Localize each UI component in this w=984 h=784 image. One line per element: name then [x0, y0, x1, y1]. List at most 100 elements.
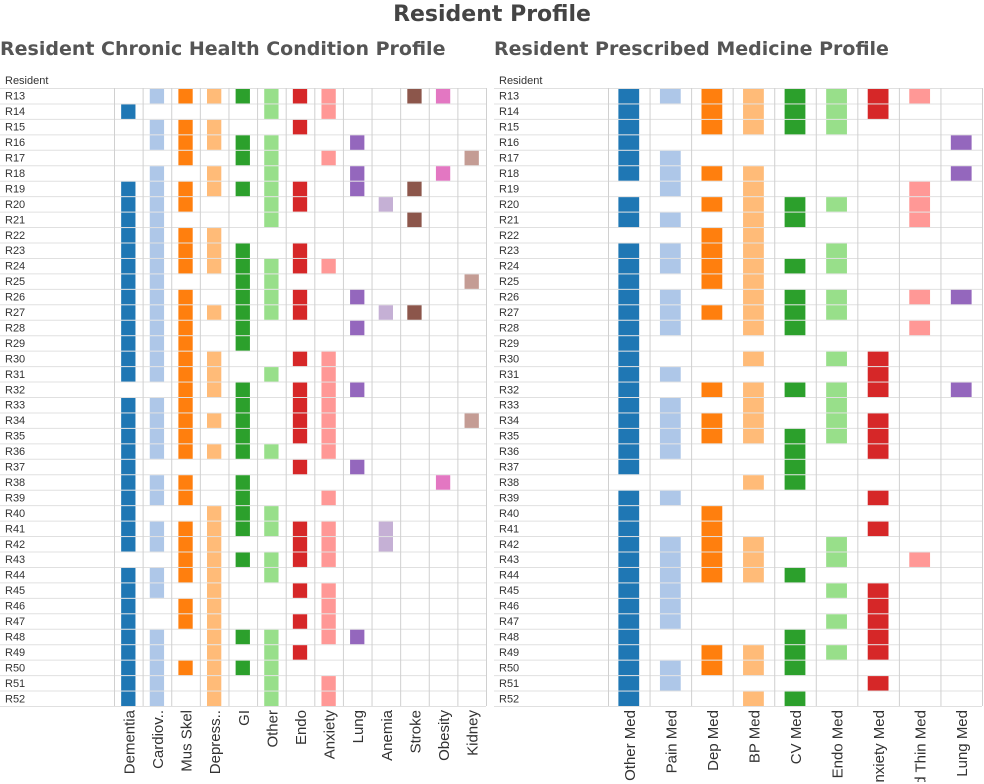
cell-endo-med-r43	[826, 552, 847, 567]
row-label-r49: R49	[5, 647, 25, 659]
cell-mus-skel-r20	[178, 197, 193, 212]
column-label-dep-med: Dep Med	[705, 710, 722, 771]
cell-anxiety-r47	[321, 614, 336, 629]
row-label-r48: R48	[5, 631, 25, 643]
cell-bp-med-r23	[743, 243, 764, 258]
cell-gi-r26	[235, 289, 250, 305]
cell-other-med-r39	[618, 490, 640, 506]
cell-other-med-r24	[618, 258, 640, 274]
cell-other-med-r34	[618, 413, 640, 428]
cell-cv-med-r13	[784, 89, 806, 104]
cell-lung-r18	[350, 166, 365, 181]
cell-other-r48	[264, 629, 279, 645]
cell-anemia-r41	[378, 521, 393, 537]
cell-dep-med-r23	[701, 243, 723, 258]
cell-endo-med-r20	[826, 197, 847, 212]
cell-mus-skel-r38	[178, 475, 193, 490]
cell-mus-skel-r47	[178, 614, 193, 629]
cell-depress-r15	[207, 119, 222, 135]
cell-lung-med-r32	[950, 382, 972, 397]
cell-pain-med-r46	[659, 598, 681, 614]
cell-mus-skel-r23	[178, 243, 193, 258]
cell-cv-med-r14	[784, 104, 806, 119]
cell-cv-med-r32	[784, 382, 806, 397]
cell-bld-thin-med-r43	[909, 552, 931, 567]
cell-depress-r48	[207, 629, 222, 645]
cell-dep-med-r41	[701, 521, 723, 537]
cell-other-med-r49	[618, 645, 640, 660]
cell-cv-med-r50	[784, 660, 806, 676]
cell-cv-med-r27	[784, 305, 806, 320]
cell-depress-r47	[207, 614, 222, 629]
cell-bld-thin-med-r20	[909, 197, 931, 212]
cell-cv-med-r37	[784, 459, 806, 475]
cell-pain-med-r17	[659, 150, 681, 166]
cell-other-med-r23	[618, 243, 640, 258]
cell-gi-r33	[235, 398, 250, 413]
cell-anxiety-med-r30	[867, 351, 889, 367]
cell-pain-med-r43	[659, 552, 681, 567]
cell-bp-med-r35	[743, 428, 764, 444]
cell-other-r44	[264, 567, 279, 583]
cell-pain-med-r47	[659, 614, 681, 629]
cell-dementia-r20	[121, 197, 136, 212]
column-label-lung-med: Lung Med	[954, 710, 971, 777]
cell-dementia-r22	[121, 228, 136, 243]
cell-stroke-r27	[407, 305, 422, 320]
cell-other-med-r29	[618, 336, 640, 351]
column-label-anxiety-med: Anxiety Med	[871, 710, 888, 782]
cell-dep-med-r22	[701, 228, 723, 243]
cell-dementia-r28	[121, 320, 136, 336]
cell-other-r36	[264, 444, 279, 459]
cell-anxiety-med-r41	[867, 521, 889, 537]
cell-mus-skel-r16	[178, 135, 193, 150]
cell-dep-med-r50	[701, 660, 723, 676]
cell-endo-r49	[292, 645, 308, 660]
cell-endo-r27	[292, 305, 308, 320]
cell-depress-r24	[207, 258, 222, 274]
cell-other-med-r42	[618, 537, 640, 552]
cell-cv-med-r52	[784, 691, 806, 706]
cell-bp-med-r19	[743, 181, 764, 197]
cell-depress-r13	[207, 89, 222, 104]
cell-depress-r40	[207, 506, 222, 521]
row-label-r52: R52	[5, 693, 25, 705]
cell-dementia-r49	[121, 645, 136, 660]
cell-cardiov-r19	[149, 181, 165, 197]
row-label-r33: R33	[5, 400, 25, 412]
cell-other-r40	[264, 506, 279, 521]
row-label-r23: R23	[5, 245, 25, 257]
cell-endo-r45	[292, 583, 308, 598]
row-label-r47: R47	[499, 616, 519, 628]
cell-depress-r49	[207, 645, 222, 660]
cell-bp-med-r20	[743, 197, 764, 212]
cell-cardiov-r18	[149, 166, 165, 181]
cell-gi-r35	[235, 428, 250, 444]
cell-endo-r19	[292, 181, 308, 197]
cell-cardiov-r42	[149, 537, 165, 552]
column-label-gi: GI	[236, 710, 253, 726]
cell-anxiety-med-r13	[867, 89, 889, 104]
row-label-r33: R33	[499, 400, 519, 412]
cell-bp-med-r14	[743, 104, 764, 119]
cell-cardiov-r30	[149, 351, 165, 367]
cell-dep-med-r20	[701, 197, 723, 212]
cell-cardiov-r24	[149, 258, 165, 274]
cell-dep-med-r27	[701, 305, 723, 320]
cell-pain-med-r24	[659, 258, 681, 274]
cell-anxiety-r24	[321, 258, 336, 274]
cell-depress-r41	[207, 521, 222, 537]
row-label-r24: R24	[499, 261, 519, 273]
cell-anxiety-r45	[321, 583, 336, 598]
cell-anxiety-r52	[321, 691, 336, 706]
cell-cv-med-r26	[784, 289, 806, 305]
cell-endo-r43	[292, 552, 308, 567]
cell-other-med-r47	[618, 614, 640, 629]
row-label-r20: R20	[499, 199, 519, 211]
cell-other-r49	[264, 645, 279, 660]
cell-other-r21	[264, 212, 279, 228]
cell-endo-r33	[292, 398, 308, 413]
cell-cardiov-r35	[149, 428, 165, 444]
cell-endo-med-r24	[826, 258, 847, 274]
cell-kidney-r17	[464, 150, 479, 166]
